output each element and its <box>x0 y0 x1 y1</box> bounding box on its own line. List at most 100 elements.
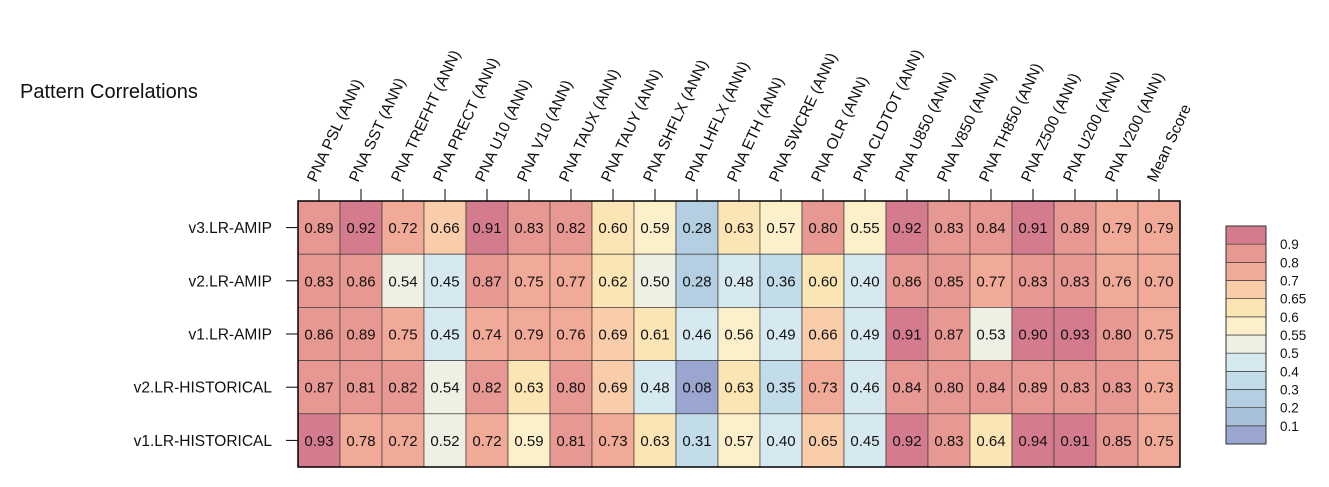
cell-value-label: 0.63 <box>724 220 753 237</box>
heatmap-cell <box>885 360 929 415</box>
cell-value-label: 0.57 <box>766 220 795 237</box>
heatmap-cell <box>801 360 845 415</box>
cell-value-label: 0.89 <box>304 220 333 237</box>
cell-value-label: 0.45 <box>430 327 459 344</box>
cell-value-label: 0.91 <box>472 220 501 237</box>
heatmap-cell <box>1053 413 1097 468</box>
cell-value-label: 0.80 <box>934 380 963 397</box>
cell-value-label: 0.79 <box>514 327 543 344</box>
heatmap-cell <box>1095 307 1139 361</box>
heatmap-cell <box>759 360 803 415</box>
cell-value-label: 0.63 <box>724 380 753 397</box>
cell-value-label: 0.31 <box>682 433 711 450</box>
cell-value-label: 0.53 <box>976 327 1005 344</box>
heatmap-cell <box>381 360 425 415</box>
colorbar-swatch <box>1225 280 1267 300</box>
heatmap-frame <box>297 200 1181 468</box>
heatmap-cell <box>1137 360 1181 415</box>
cell-value-label: 0.80 <box>1102 327 1131 344</box>
cell-value-label: 0.74 <box>472 327 501 344</box>
heatmap-cell <box>381 413 425 468</box>
cell-value-label: 0.56 <box>724 327 753 344</box>
colorbar-tick-label: 0.65 <box>1280 292 1306 307</box>
cell-value-label: 0.72 <box>388 433 417 450</box>
heatmap-cell <box>717 360 761 415</box>
cell-value-label: 0.69 <box>598 327 627 344</box>
heatmap-cell <box>633 413 677 468</box>
colorbar-tick-label: 0.3 <box>1280 383 1299 398</box>
cell-value-label: 0.50 <box>640 273 669 290</box>
heatmap-cell <box>759 253 803 308</box>
cell-value-label: 0.28 <box>682 220 711 237</box>
cell-value-label: 0.80 <box>556 380 585 397</box>
heatmap-cell <box>381 200 425 255</box>
cell-value-label: 0.94 <box>1018 433 1047 450</box>
cell-value-label: 0.83 <box>1060 380 1089 397</box>
cell-value-label: 0.86 <box>304 327 333 344</box>
heatmap-cell <box>297 200 341 255</box>
colorbar-tick-label: 0.7 <box>1280 274 1299 289</box>
colorbar-swatch <box>1225 316 1267 336</box>
cell-value-label: 0.73 <box>598 433 627 450</box>
cell-value-label: 0.78 <box>346 433 375 450</box>
heatmap-cell <box>591 413 635 468</box>
cell-value-label: 0.76 <box>1102 273 1131 290</box>
colorbar-tick-label: 0.9 <box>1280 237 1299 252</box>
colorbar-swatch <box>1225 370 1267 390</box>
heatmap-cell <box>843 360 887 415</box>
cell-value-label: 0.49 <box>766 327 795 344</box>
cell-value-label: 0.48 <box>640 380 669 397</box>
heatmap-cell <box>549 253 593 308</box>
cell-value-label: 0.77 <box>976 273 1005 290</box>
cell-value-label: 0.73 <box>808 380 837 397</box>
cell-value-label: 0.73 <box>1144 380 1173 397</box>
cell-value-label: 0.45 <box>850 433 879 450</box>
cell-value-label: 0.69 <box>598 380 627 397</box>
heatmap-cell <box>297 253 341 308</box>
cell-value-label: 0.54 <box>430 380 459 397</box>
heatmap-cell <box>1137 307 1181 361</box>
colorbar: 0.1 0.2 0.3 0.4 0.5 0.55 0.6 0.65 0.7 0.8 0.9 <box>1225 225 1306 445</box>
cell-value-label: 0.66 <box>430 220 459 237</box>
row-label: v3.LR-AMIP <box>188 220 272 237</box>
cell-value-label: 0.46 <box>682 327 711 344</box>
cell-value-label: 0.92 <box>892 220 921 237</box>
colorbar-swatch <box>1225 407 1267 427</box>
cell-value-label: 0.60 <box>598 220 627 237</box>
cell-value-label: 0.62 <box>598 273 627 290</box>
heatmap-cell <box>507 307 551 361</box>
cell-value-label: 0.72 <box>388 220 417 237</box>
heatmap-cell <box>843 307 887 361</box>
heatmap-cell <box>549 307 593 361</box>
heatmap-cell <box>507 253 551 308</box>
cell-value-label: 0.83 <box>934 433 963 450</box>
cell-value-label: 0.36 <box>766 273 795 290</box>
cell-value-label: 0.83 <box>934 220 963 237</box>
heatmap-cell <box>927 253 971 308</box>
heatmap-cell <box>591 307 635 361</box>
row-label: v2.LR-HISTORICAL <box>134 380 273 397</box>
heatmap-cell <box>633 360 677 415</box>
heatmap-cell <box>969 307 1013 361</box>
colorbar-tick-label: 0.5 <box>1280 346 1299 361</box>
cell-value-label: 0.91 <box>1018 220 1047 237</box>
heatmap-cell <box>969 360 1013 415</box>
heatmap-cell <box>549 413 593 468</box>
heatmap-cell <box>801 307 845 361</box>
heatmap-cell <box>423 253 467 308</box>
cell-value-label: 0.52 <box>430 433 459 450</box>
heatmap-cell <box>1095 200 1139 255</box>
cell-value-label: 0.84 <box>976 220 1005 237</box>
row-label: v1.LR-AMIP <box>188 327 272 344</box>
cell-value-label: 0.89 <box>1060 220 1089 237</box>
heatmap-cell <box>1011 413 1055 468</box>
cell-value-label: 0.61 <box>640 327 669 344</box>
cell-value-label: 0.54 <box>388 273 417 290</box>
cell-value-label: 0.35 <box>766 380 795 397</box>
heatmap-cell <box>885 253 929 308</box>
heatmap-cell <box>633 200 677 255</box>
cell-value-label: 0.48 <box>724 273 753 290</box>
colorbar-swatch <box>1225 425 1267 445</box>
heatmap-cell <box>1053 253 1097 308</box>
